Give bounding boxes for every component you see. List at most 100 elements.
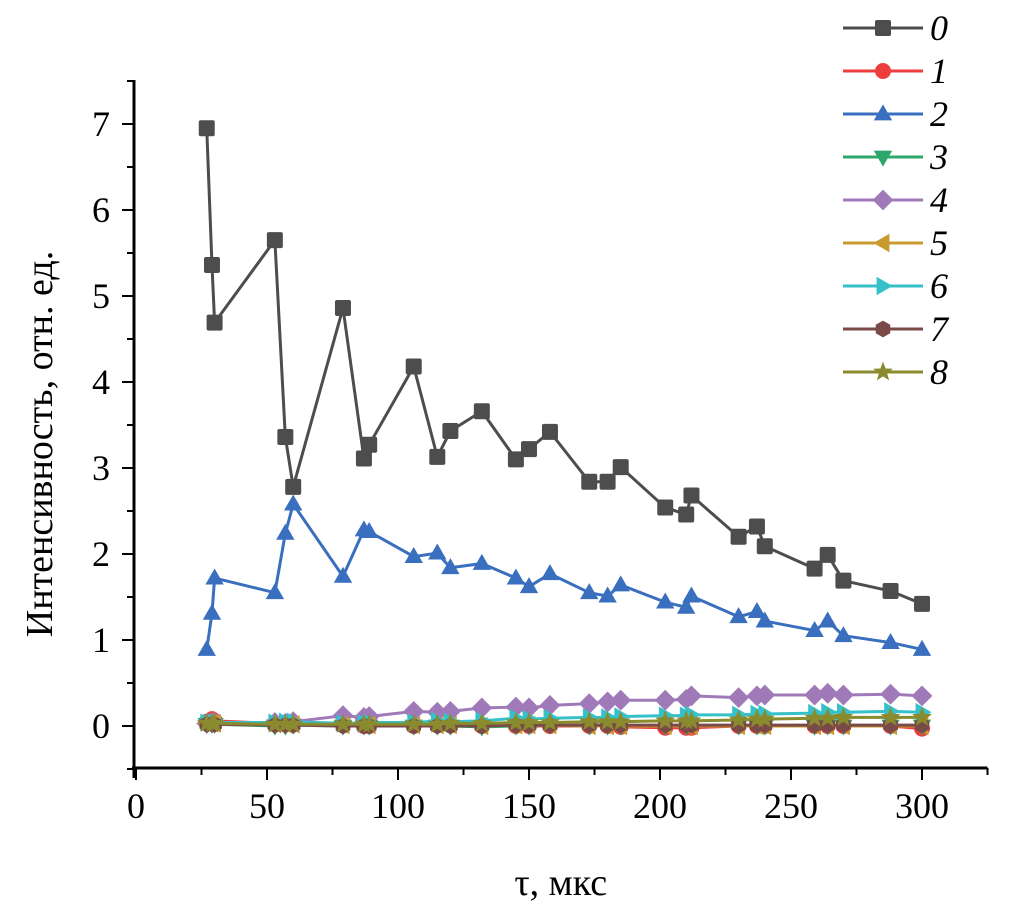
data-point	[277, 429, 294, 446]
y-ticks: 0 1 2 3 4 5 6 7	[92, 80, 134, 770]
legend-marker-icon	[873, 150, 893, 167]
data-point	[598, 586, 617, 603]
y-tick-label: 3	[92, 448, 110, 488]
x-axis-title: τ, мкс	[514, 862, 607, 904]
series-2	[197, 494, 932, 656]
data-point	[429, 448, 446, 465]
data-point	[880, 707, 901, 726]
data-point	[681, 685, 702, 707]
data-point	[427, 713, 448, 733]
data-point	[405, 358, 422, 375]
data-point	[881, 632, 900, 649]
data-point	[729, 607, 748, 624]
legend-item-7: 7	[843, 309, 950, 349]
legend-marker-icon	[873, 233, 890, 253]
data-point	[833, 684, 854, 706]
data-point	[655, 710, 676, 730]
data-point	[817, 682, 839, 704]
legend-item-5: 5	[843, 223, 948, 263]
data-point	[728, 687, 749, 709]
legend-label: 6	[930, 266, 948, 306]
legend-label: 0	[930, 8, 948, 48]
legend-marker-icon	[873, 104, 893, 121]
data-point	[654, 689, 676, 711]
data-point	[265, 583, 285, 600]
legend-marker-icon	[876, 276, 893, 296]
data-point	[678, 506, 695, 523]
y-tick-label: 4	[92, 362, 110, 402]
data-point	[355, 450, 372, 467]
data-point	[914, 595, 930, 612]
legend-marker-icon	[872, 189, 894, 211]
data-point	[597, 691, 618, 713]
legend-label: 2	[930, 94, 948, 134]
data-point	[911, 685, 933, 707]
data-point	[818, 611, 837, 628]
data-point	[755, 611, 774, 628]
data-point	[506, 712, 526, 731]
data-point	[540, 712, 560, 731]
y-axis-title: Интенсивность, отн. ед.	[19, 251, 61, 637]
x-tick-label: 100	[371, 786, 425, 826]
legend-item-0: 0	[843, 8, 948, 48]
data-point	[333, 566, 353, 583]
data-point	[507, 451, 524, 468]
data-point	[541, 423, 558, 440]
legend-label: 8	[930, 352, 948, 392]
x-tick-label: 300	[895, 786, 949, 826]
legend-item-4: 4	[843, 180, 948, 220]
data-point	[730, 528, 747, 545]
data-point	[205, 568, 224, 585]
data-point	[581, 473, 598, 490]
series-8	[196, 707, 932, 733]
data-point	[472, 553, 492, 570]
data-point	[359, 522, 379, 539]
y-tick-label: 6	[92, 190, 110, 230]
x-tick-label: 200	[633, 786, 687, 826]
data-point	[521, 441, 537, 458]
data-point	[284, 494, 303, 511]
data-point	[404, 546, 423, 563]
legend-item-3: 3	[843, 137, 948, 177]
data-point	[728, 709, 749, 729]
data-point	[597, 711, 618, 731]
data-point	[519, 712, 539, 731]
data-point	[833, 707, 854, 726]
data-point	[819, 546, 836, 563]
x-ticks: 0 50 100 150 200 250 300	[127, 768, 989, 826]
data-point	[599, 473, 616, 490]
data-point	[912, 707, 932, 726]
data-point	[442, 423, 459, 440]
y-tick-label: 0	[92, 706, 110, 746]
data-point	[756, 538, 773, 555]
data-point	[204, 713, 225, 732]
data-point	[275, 713, 296, 733]
data-point	[681, 710, 702, 730]
data-point	[359, 713, 380, 733]
legend-item-6: 6	[843, 266, 948, 306]
data-point	[804, 684, 825, 706]
data-point	[610, 689, 632, 711]
data-point	[266, 232, 283, 249]
data-point	[880, 683, 901, 705]
data-point	[748, 518, 765, 535]
data-point	[203, 257, 220, 274]
data-point	[283, 713, 304, 733]
data-point	[441, 558, 460, 575]
data-point	[677, 597, 696, 614]
data-point	[206, 314, 223, 331]
data-point	[806, 560, 823, 577]
data-point	[579, 711, 600, 731]
legend-marker-icon	[875, 320, 891, 338]
legend-item-2: 2	[843, 94, 948, 134]
x-tick-label: 50	[249, 786, 285, 826]
legend-item-8: 8	[843, 352, 948, 392]
data-point	[578, 693, 600, 715]
data-point	[198, 120, 215, 137]
x-tick-label: 250	[764, 786, 818, 826]
data-point	[471, 713, 492, 732]
data-point	[334, 300, 351, 317]
data-point	[428, 543, 447, 560]
x-tick-label: 150	[502, 786, 556, 826]
